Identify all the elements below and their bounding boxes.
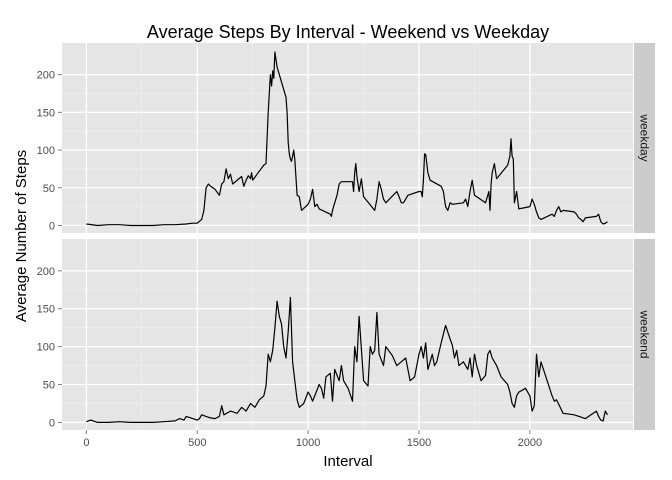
y-tick-label: 100	[37, 145, 55, 157]
x-tick-label: 2000	[518, 437, 542, 449]
chart-title: Average Steps By Interval - Weekend vs W…	[147, 22, 549, 42]
panel-weekend: 0 50 100 150 200 weekend	[37, 239, 655, 430]
x-tick-label: 500	[188, 437, 206, 449]
x-axis-title: Interval	[323, 453, 372, 470]
chart-panels: 0 50 100 150 200 weekday 0 50 100 150 200 weekend 0 5…	[37, 43, 655, 449]
panel-weekday: 0 50 100 150 200 weekday	[37, 43, 655, 233]
y-tick-label: 50	[43, 183, 55, 195]
strip-label-weekend: weekend	[638, 309, 652, 358]
y-tick-label: 200	[37, 266, 55, 278]
y-tick-label: 0	[49, 220, 55, 232]
y-tick-label: 100	[37, 342, 55, 354]
y-tick-label: 150	[37, 304, 55, 316]
panel-background	[62, 239, 633, 430]
x-tick-label: 0	[83, 437, 89, 449]
y-tick-label: 0	[49, 417, 55, 429]
panel-background	[62, 43, 633, 233]
strip-background	[634, 43, 655, 233]
series-line-weekend	[86, 296, 609, 423]
x-tick-label: 1000	[296, 437, 320, 449]
strip-label-weekday: weekday	[638, 113, 652, 161]
y-tick-label: 50	[43, 380, 55, 392]
y-tick-label: 150	[37, 107, 55, 119]
x-tick-label: 1500	[407, 437, 431, 449]
y-axis-title: Average Number of Steps	[13, 150, 30, 322]
series-line-weekday	[86, 51, 608, 227]
y-tick-label: 200	[37, 70, 55, 82]
strip-background	[634, 239, 655, 430]
